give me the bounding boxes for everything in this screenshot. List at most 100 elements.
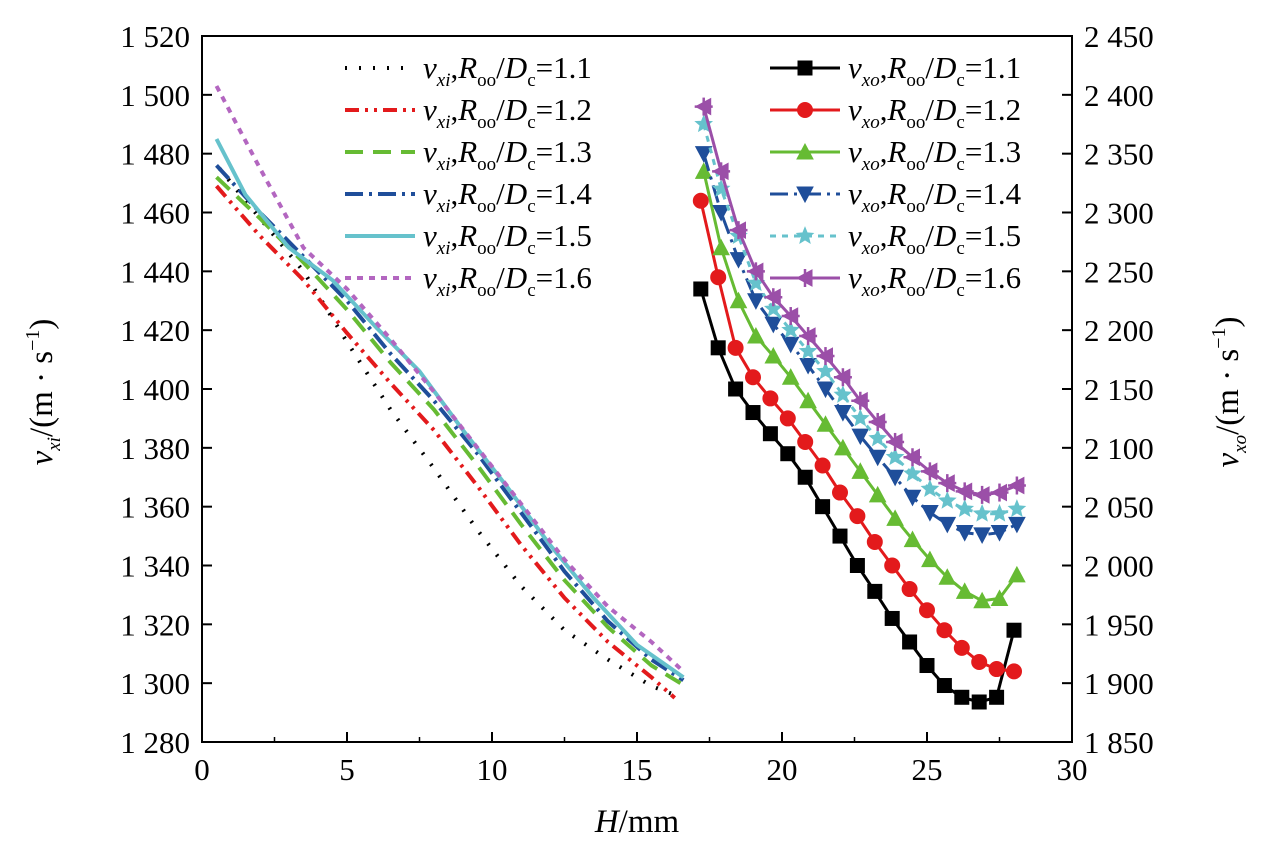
y-left-tick-label: 1 500	[120, 78, 190, 113]
legend-label-part: xo	[861, 154, 880, 175]
data-point	[851, 428, 870, 446]
legend-label-part: c	[527, 70, 535, 91]
legend-entry-5: vxi,Roo/Dc=1.5	[345, 218, 592, 259]
legend-label-part: oo	[906, 280, 925, 301]
legend-entry-6: vxi,Roo/Dc=1.6	[345, 260, 592, 301]
data-point	[886, 469, 904, 487]
legend-label-part: c	[956, 70, 964, 91]
legend-entry-5: vxo,Roo/Dc=1.5	[770, 218, 1021, 259]
y-right-tick-label: 2 400	[1084, 78, 1154, 113]
legend-label: vxi,Roo/Dc=1.5	[423, 218, 592, 259]
y-left-title-close: )	[24, 319, 60, 330]
data-point	[851, 462, 870, 479]
legend-label-part: R	[886, 92, 906, 127]
legend-label-part: ,	[450, 218, 458, 253]
legend-label-part: xi	[436, 154, 451, 175]
legend-label-part: D	[504, 176, 527, 211]
legend-label-part: R	[886, 50, 906, 85]
legend-label-part: /	[496, 176, 505, 211]
y-right-tick-label: 1 900	[1084, 666, 1154, 701]
legend-label-part: c	[956, 196, 964, 217]
y-right-tick-label: 2 050	[1084, 490, 1154, 525]
data-point	[921, 505, 939, 522]
data-point	[919, 602, 935, 619]
legend-label-part: oo	[477, 154, 496, 175]
data-point	[834, 438, 852, 456]
legend-label-part: oo	[477, 280, 496, 301]
data-point	[902, 634, 918, 650]
data-point	[779, 410, 796, 427]
legend-entry-2: vxo,Roo/Dc=1.2	[770, 92, 1021, 133]
legend-entry-3: vxi,Roo/Dc=1.3	[345, 134, 592, 175]
data-point	[763, 299, 783, 317]
series-11	[694, 114, 1027, 522]
legend-label-part: xo	[861, 280, 880, 301]
legend-label-part: xo	[861, 112, 880, 133]
legend-label: vxo,Roo/Dc=1.6	[848, 260, 1021, 301]
y-right-title-exp: −1	[1208, 327, 1230, 348]
legend-label-part: ,	[880, 176, 888, 211]
series-6	[214, 85, 685, 673]
x-axis-title: H/mm	[594, 804, 680, 840]
data-point	[693, 281, 709, 297]
series-8	[692, 192, 1022, 680]
legend-label-part: c	[527, 154, 535, 175]
data-point	[1008, 565, 1026, 583]
legend-entry-6: vxo,Roo/Dc=1.6	[770, 260, 1021, 301]
y-left-tick-label: 1 320	[120, 607, 190, 642]
data-point	[920, 479, 940, 497]
legend-label-part: /	[925, 176, 934, 211]
legend-label-part: v	[423, 92, 437, 127]
y-axis-right-title: vxo/(m · s−1)	[1208, 316, 1251, 467]
data-point	[727, 339, 744, 356]
legend-label-part: /	[925, 260, 934, 295]
legend-label-part: R	[457, 260, 477, 295]
legend-label-part: =1.5	[965, 218, 1021, 253]
legend-marker	[797, 60, 813, 76]
legend-label-part: v	[423, 50, 437, 85]
legend-label-part: /	[925, 134, 934, 169]
legend-label-part: xo	[861, 238, 880, 259]
data-point	[973, 591, 991, 609]
legend-label-part: oo	[477, 112, 496, 133]
data-point	[1006, 663, 1022, 680]
data-point	[712, 238, 730, 256]
data-point	[781, 320, 801, 339]
legend-label-part: oo	[906, 238, 925, 259]
x-axis-title-unit: /mm	[619, 804, 680, 840]
y-left-tick-label: 1 300	[120, 666, 190, 701]
legend-label-part: D	[504, 92, 527, 127]
legend-label-part: v	[848, 176, 862, 211]
y-left-tick-label: 1 400	[120, 372, 190, 407]
y-left-title-unit: /(m · s	[24, 351, 60, 437]
legend-label-part: v	[848, 50, 862, 85]
legend-label-part: =1.4	[536, 176, 593, 211]
data-point	[990, 503, 1009, 522]
data-point	[762, 426, 778, 442]
legend-label-part: c	[527, 280, 535, 301]
y-left-tick-label: 1 360	[120, 490, 190, 525]
data-point	[781, 368, 800, 385]
data-point	[834, 405, 852, 422]
y-left-tick-label: 1 520	[120, 19, 190, 54]
series-line	[214, 184, 677, 700]
y-right-tick-label: 2 450	[1084, 19, 1154, 54]
y-right-title-unit: /(m · s	[1210, 349, 1246, 435]
legend-label-part: xo	[861, 70, 880, 91]
data-point	[850, 408, 870, 427]
data-point	[833, 385, 853, 403]
data-point	[712, 205, 730, 222]
data-point	[799, 391, 817, 409]
data-point	[798, 341, 818, 360]
data-point	[936, 678, 952, 694]
x-tick-label: 5	[339, 752, 355, 787]
x-tick-label: 30	[1057, 752, 1088, 787]
data-point	[1008, 516, 1026, 534]
legend-label-part: c	[527, 238, 535, 259]
data-point	[747, 293, 765, 310]
series-9	[694, 162, 1026, 609]
y-right-tick-label: 2 000	[1084, 549, 1154, 584]
legend-label-part: v	[848, 92, 862, 127]
y-left-title-exp: −1	[22, 330, 44, 351]
legend-label-part: ,	[450, 50, 458, 85]
